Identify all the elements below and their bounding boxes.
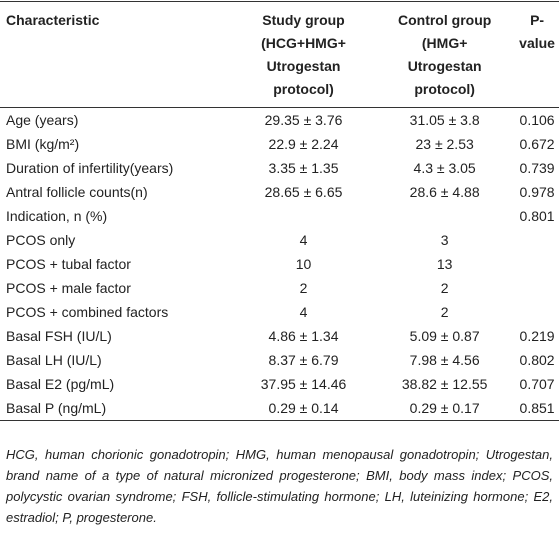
header-cell: P-value — [515, 1, 559, 108]
table-cell: 2 — [440, 304, 449, 320]
table-row: PCOS + combined factors 4 2 — [0, 300, 559, 324]
table-row: PCOS only 4 3 — [0, 228, 559, 252]
table-cell: 38.82 ± 12.55 — [401, 376, 488, 392]
table-row: Duration of infertility(years) 3.35 ± 1.3… — [0, 156, 559, 180]
header-line: (HMG+ — [421, 35, 468, 51]
table-cell: 22.9 ± 2.24 — [268, 136, 339, 152]
table-cell: Basal LH (IU/L) — [6, 352, 102, 368]
table-cell: 31.05 ± 3.8 — [409, 112, 480, 128]
table-row: Basal LH (IU/L) 8.37 ± 6.79 7.98 ± 4.56 0.8… — [0, 348, 559, 372]
header-line: Control group — [397, 12, 492, 28]
table-cell: 37.95 ± 14.46 — [260, 376, 347, 392]
header-line: (HCG+HMG+ — [261, 35, 346, 51]
table-cell: 3 — [440, 232, 449, 248]
table-cell: 4.86 ± 1.34 — [268, 328, 339, 344]
table-cell: 0.851 — [519, 400, 555, 416]
table-cell: 29.35 ± 3.76 — [264, 112, 343, 128]
table-cell: 3.35 ± 1.35 — [268, 160, 339, 176]
table-cell: Age (years) — [6, 112, 79, 128]
table-cell: 0.672 — [519, 136, 555, 152]
table-body: Age (years) 29.35 ± 3.76 31.05 ± 3.8 0.106 B… — [0, 108, 559, 421]
header-line: protocol) — [273, 81, 334, 97]
table-cell: Antral follicle counts(n) — [6, 184, 148, 200]
table-cell: 0.801 — [519, 208, 555, 224]
table-cell: 4.3 ± 3.05 — [413, 160, 476, 176]
header-line: protocol) — [414, 81, 475, 97]
header-cell: Control group (HMG+ Utrogestan protocol) — [374, 1, 516, 108]
table-cell: Basal P (ng/mL) — [6, 400, 107, 416]
table-cell: 0.707 — [519, 376, 555, 392]
table-cell: 10 — [295, 256, 312, 272]
table-cell: 0.978 — [519, 184, 555, 200]
data-table: Characteristic Study group (HCG+HMG+ Utroge… — [0, 1, 559, 421]
empty-cell — [515, 252, 559, 276]
table-cell: Duration of infertility(years) — [6, 160, 174, 176]
table-row: Basal E2 (pg/mL) 37.95 ± 14.46 38.82 ± 12.… — [0, 372, 559, 396]
header-line: Study group — [262, 12, 345, 28]
empty-cell — [515, 300, 559, 324]
table-cell: 2 — [440, 280, 449, 296]
table-row: BMI (kg/m²) 22.9 ± 2.24 23 ± 2.53 0.672 — [0, 132, 559, 156]
header-cell: Characteristic — [0, 1, 233, 108]
table-cell: 0.29 ± 0.17 — [409, 400, 480, 416]
table-cell: 28.6 ± 4.88 — [409, 184, 480, 200]
table-cell: 4 — [299, 304, 308, 320]
table-cell: BMI (kg/m²) — [6, 136, 80, 152]
table-cell: 0.802 — [519, 352, 555, 368]
table-cell: 28.65 ± 6.65 — [264, 184, 343, 200]
table-cell: PCOS + combined factors — [6, 304, 169, 320]
header-line: Utrogestan — [266, 58, 341, 74]
table-row: Age (years) 29.35 ± 3.76 31.05 ± 3.8 0.106 — [0, 108, 559, 133]
table-cell: 0.29 ± 0.14 — [268, 400, 339, 416]
table-cell: Indication, n (%) — [6, 208, 108, 224]
table-cell: PCOS + tubal factor — [6, 256, 131, 272]
table-row: Basal FSH (IU/L) 4.86 ± 1.34 5.09 ± 0.87 0.… — [0, 324, 559, 348]
table-row: PCOS + male factor 2 2 — [0, 276, 559, 300]
table-cell: 8.37 ± 6.79 — [268, 352, 339, 368]
table-cell: 2 — [299, 280, 308, 296]
table-row: Antral follicle counts(n) 28.65 ± 6.65 28.… — [0, 180, 559, 204]
table-cell: 13 — [436, 256, 453, 272]
footnote: HCG, human chorionic gonadotropin; HMG, … — [6, 447, 553, 525]
table-cell: 23 ± 2.53 — [415, 136, 474, 152]
table-cell: 4 — [299, 232, 308, 248]
empty-cell — [515, 228, 559, 252]
table-row: Indication, n (%) 0.801 — [0, 204, 559, 228]
header-row: Characteristic Study group (HCG+HMG+ Utroge… — [0, 1, 559, 108]
table-cell: 0.739 — [519, 160, 555, 176]
header-line: Utrogestan — [407, 58, 482, 74]
table-cell: 0.106 — [519, 112, 555, 128]
header-cell: Study group (HCG+HMG+ Utrogestan protocol) — [232, 1, 375, 108]
empty-cell — [515, 276, 559, 300]
table-cell: 0.219 — [519, 328, 555, 344]
empty-cell — [233, 204, 374, 228]
table-row: PCOS + tubal factor 10 13 — [0, 252, 559, 276]
table-cell: Basal FSH (IU/L) — [6, 328, 112, 344]
table-cell: 7.98 ± 4.56 — [409, 352, 480, 368]
table-cell: PCOS only — [6, 232, 76, 248]
table-cell: 5.09 ± 0.87 — [409, 328, 480, 344]
table-cell: Basal E2 (pg/mL) — [6, 376, 115, 392]
table-row: Basal P (ng/mL) 0.29 ± 0.14 0.29 ± 0.17 0.8… — [0, 396, 559, 421]
empty-cell — [374, 204, 515, 228]
table-cell: PCOS + male factor — [6, 280, 131, 296]
